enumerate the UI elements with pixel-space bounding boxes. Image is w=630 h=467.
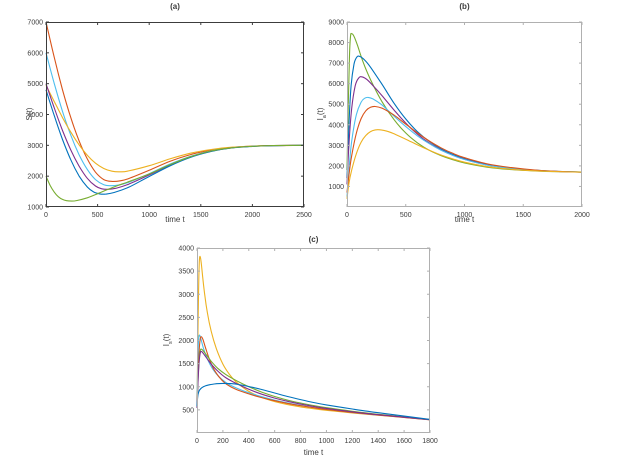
series-line-cyan: [346, 96, 583, 197]
series-line-green: [45, 144, 305, 202]
series-line-blue: [45, 89, 305, 195]
x-tick-label: 1000: [457, 212, 473, 219]
x-tick-label: 500: [92, 212, 104, 219]
x-tick-label: 1800: [422, 438, 438, 445]
y-tick-label: 6000: [328, 81, 344, 88]
series-line-yellow: [346, 129, 583, 199]
x-tick-label: 500: [400, 212, 412, 219]
y-tick-label: 1000: [328, 184, 344, 191]
x-tick-label: 2000: [245, 212, 261, 219]
y-tick-label: 6000: [27, 50, 43, 57]
y-tick-label: 5000: [27, 81, 43, 88]
y-tick-label: 8000: [328, 40, 344, 47]
series-line-green: [196, 348, 431, 421]
x-tick-label: 1400: [370, 438, 386, 445]
series-line-purple: [45, 83, 305, 190]
y-tick-label: 1000: [27, 205, 43, 212]
subplot-b-title: (b): [459, 2, 470, 11]
y-tick-label: 2000: [328, 163, 344, 170]
x-tick-label: 2500: [296, 212, 312, 219]
x-tick-label: 400: [243, 438, 255, 445]
subplot-a-plot-area: 0 500 1000 1500 2000 2500 1000 2000 3000 4000 5000…: [27, 20, 312, 220]
x-tick-label: 0: [195, 438, 199, 445]
y-tick-label: 3500: [178, 269, 194, 276]
subplot-b-plot-area: 0 500 1000 1500 2000 1000 2000 3000 4000 5000 6000…: [328, 20, 590, 220]
series-line-orange: [196, 336, 431, 421]
x-tick-label: 1000: [141, 212, 157, 219]
y-tick-label: 4000: [328, 122, 344, 129]
y-tick-label: 7000: [328, 61, 344, 68]
series-line-yellow: [196, 255, 431, 421]
y-tick-label: 3000: [27, 143, 43, 150]
subplot-c-xlabel: time t: [303, 448, 324, 457]
series-line-green: [346, 32, 583, 173]
x-tick-label: 1000: [319, 438, 335, 445]
subplot-c-title: (c): [308, 235, 319, 244]
y-tick-label: 2000: [27, 174, 43, 181]
series-line-purple: [196, 350, 431, 421]
subplot-a-title: (a): [170, 2, 180, 11]
subplot-c-plot-area: 0 200 400 600 800 1000 1200 1400 1600 1800 500 1000…: [178, 246, 438, 446]
subplot-a: (a) S(t) time t 0 500 1000 1500 2000 2500 1000…: [0, 0, 315, 232]
subplot-b: (b) Ia(t) time t 0 500 1000 1500 2000 1000 200…: [315, 0, 630, 232]
series-line-orange: [346, 105, 583, 193]
y-tick-label: 1000: [178, 384, 194, 391]
y-tick-label: 4000: [178, 246, 194, 253]
x-tick-label: 1500: [193, 212, 209, 219]
y-tick-label: 4000: [27, 112, 43, 119]
y-tick-label: 500: [182, 407, 194, 414]
y-tick-label: 3000: [328, 143, 344, 150]
x-tick-label: 1600: [396, 438, 412, 445]
y-tick-label: 2000: [178, 338, 194, 345]
series-line-cyan: [45, 52, 305, 187]
y-tick-label: 9000: [328, 20, 344, 27]
y-tick-label: 5000: [328, 102, 344, 109]
y-tick-label: 2500: [178, 315, 194, 322]
axes-box: [347, 22, 582, 207]
subplot-b-xlabel: time t: [454, 215, 475, 224]
x-tick-label: 2000: [574, 212, 590, 219]
series-line-blue: [196, 382, 431, 420]
x-tick-label: 800: [295, 438, 307, 445]
x-tick-label: 0: [345, 212, 349, 219]
x-tick-label: 1200: [345, 438, 361, 445]
axes-box: [197, 248, 430, 433]
x-tick-label: 200: [217, 438, 229, 445]
y-tick-label: 1500: [178, 361, 194, 368]
y-tick-label: 3000: [178, 292, 194, 299]
subplot-a-xlabel: time t: [165, 215, 185, 224]
y-tick-label: 7000: [27, 20, 43, 27]
series-line-yellow: [45, 84, 305, 173]
axes-box: [46, 22, 304, 207]
subplot-c: (c) Is(t) time t 0 200 400 600 800 1000 1200 14…: [155, 235, 475, 467]
x-tick-label: 600: [269, 438, 281, 445]
x-tick-label: 0: [44, 212, 48, 219]
x-tick-label: 1500: [515, 212, 531, 219]
